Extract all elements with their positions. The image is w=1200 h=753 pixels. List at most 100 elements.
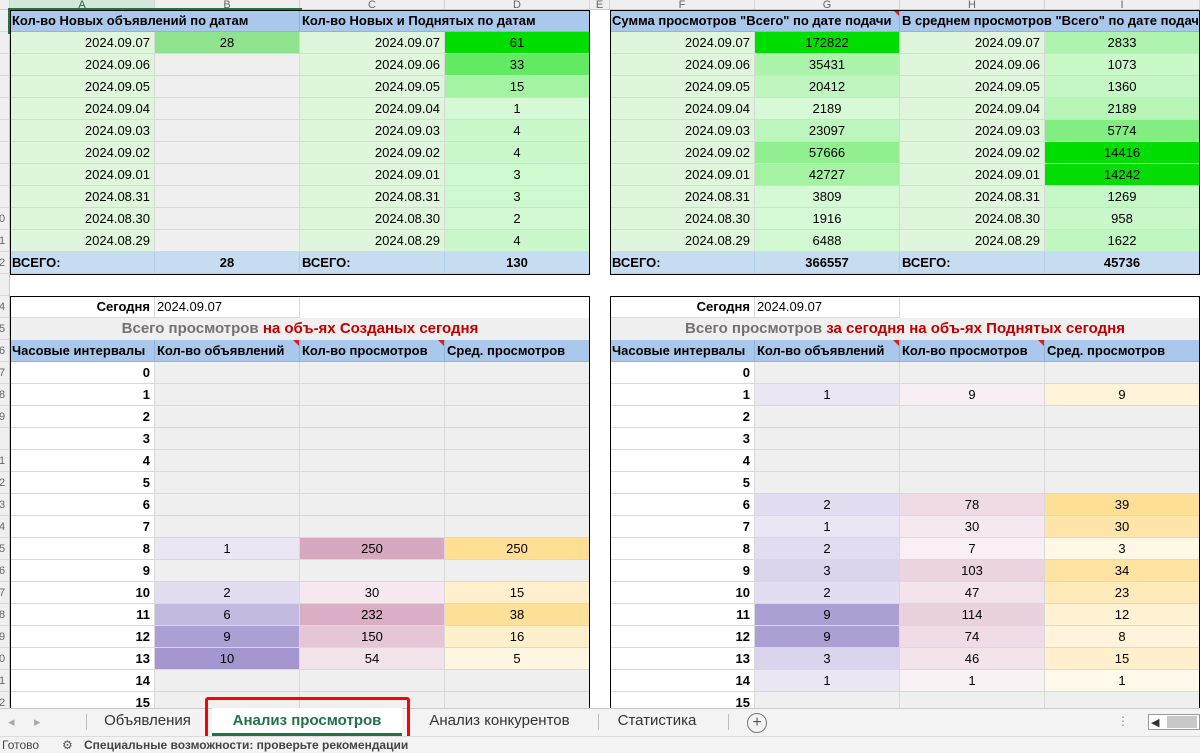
column-header-E[interactable]: E [590, 0, 610, 10]
avg-cell[interactable] [445, 494, 590, 516]
avg-cell[interactable]: 15 [445, 582, 590, 604]
count-cell[interactable] [155, 54, 300, 76]
ads-count-cell[interactable] [155, 450, 300, 472]
views-cell[interactable]: 232 [300, 604, 445, 626]
views-cell[interactable] [900, 362, 1045, 384]
avg-cell[interactable]: 14242 [1045, 164, 1200, 186]
ads-count-cell[interactable] [755, 362, 900, 384]
hour-cell[interactable]: 2 [10, 406, 155, 428]
ads-count-cell[interactable]: 6 [155, 604, 300, 626]
date-cell[interactable]: 2024.09.02 [300, 142, 445, 164]
count-cell[interactable] [155, 208, 300, 230]
date-cell[interactable]: 2024.09.01 [900, 164, 1045, 186]
count-cell[interactable]: 4 [445, 120, 590, 142]
hour-cell[interactable]: 6 [10, 494, 155, 516]
column-title[interactable]: Кол-во просмотров [300, 340, 445, 362]
date-cell[interactable]: 2024.08.30 [900, 208, 1045, 230]
horizontal-scrollbar[interactable]: ◀ [1148, 714, 1200, 730]
today-label[interactable]: Сегодня [10, 296, 155, 318]
count-cell[interactable] [155, 76, 300, 98]
views-cell[interactable] [300, 516, 445, 538]
total-label[interactable]: ВСЕГО: [10, 252, 155, 274]
avg-cell[interactable] [445, 450, 590, 472]
row-header[interactable]: 4 [0, 516, 10, 538]
chevron-right-icon[interactable]: ▸ [34, 714, 41, 729]
row-header[interactable] [0, 54, 10, 76]
date-cell[interactable]: 2024.09.04 [10, 98, 155, 120]
count-cell[interactable] [155, 186, 300, 208]
row-header[interactable] [0, 10, 10, 32]
views-cell[interactable] [300, 406, 445, 428]
date-cell[interactable]: 2024.09.01 [300, 164, 445, 186]
hour-cell[interactable]: 10 [610, 582, 755, 604]
count-cell[interactable] [155, 98, 300, 120]
hour-cell[interactable]: 8 [610, 538, 755, 560]
total-label[interactable]: ВСЕГО: [900, 252, 1045, 274]
ads-count-cell[interactable]: 1 [755, 670, 900, 692]
sum-cell[interactable]: 2189 [755, 98, 900, 120]
avg-cell[interactable] [1045, 406, 1200, 428]
date-cell[interactable]: 2024.09.02 [900, 142, 1045, 164]
hour-cell[interactable]: 13 [10, 648, 155, 670]
avg-cell[interactable]: 1622 [1045, 230, 1200, 252]
hour-cell[interactable]: 10 [10, 582, 155, 604]
row-header[interactable] [0, 164, 10, 186]
avg-cell[interactable]: 8 [1045, 626, 1200, 648]
row-header[interactable]: 5 [0, 318, 10, 340]
column-title[interactable]: Часовые интервалы [610, 340, 755, 362]
hour-cell[interactable]: 11 [10, 604, 155, 626]
views-cell[interactable] [300, 472, 445, 494]
count-cell[interactable]: 2 [445, 208, 590, 230]
avg-cell[interactable]: 2833 [1045, 32, 1200, 54]
ads-count-cell[interactable]: 9 [755, 604, 900, 626]
ads-count-cell[interactable] [755, 450, 900, 472]
count-cell[interactable] [155, 164, 300, 186]
date-cell[interactable]: 2024.08.31 [610, 186, 755, 208]
date-cell[interactable]: 2024.08.29 [610, 230, 755, 252]
row-header[interactable] [0, 32, 10, 54]
avg-cell[interactable]: 958 [1045, 208, 1200, 230]
avg-cell[interactable]: 3 [1045, 538, 1200, 560]
avg-cell[interactable]: 1073 [1045, 54, 1200, 76]
views-cell[interactable] [300, 560, 445, 582]
count-cell[interactable]: 1 [445, 98, 590, 120]
views-cell[interactable] [300, 384, 445, 406]
date-cell[interactable]: 2024.09.05 [610, 76, 755, 98]
ads-count-cell[interactable] [755, 428, 900, 450]
ads-count-cell[interactable]: 9 [155, 626, 300, 648]
ads-count-cell[interactable] [155, 670, 300, 692]
row-header[interactable]: 5 [0, 538, 10, 560]
date-cell[interactable]: 2024.08.31 [10, 186, 155, 208]
column-title[interactable]: Сред. просмотров [445, 340, 590, 362]
ads-count-cell[interactable]: 1 [755, 516, 900, 538]
hour-cell[interactable]: 7 [610, 516, 755, 538]
date-cell[interactable]: 2024.09.07 [300, 32, 445, 54]
ads-count-cell[interactable] [155, 516, 300, 538]
tab-competitors-analysis[interactable]: Анализ конкурентов [429, 712, 570, 729]
ads-count-cell[interactable] [155, 472, 300, 494]
date-cell[interactable]: 2024.09.06 [900, 54, 1045, 76]
hour-cell[interactable]: 14 [10, 670, 155, 692]
count-cell[interactable]: 3 [445, 164, 590, 186]
row-header[interactable]: 4 [0, 296, 10, 318]
tab-ads[interactable]: Объявления [104, 712, 191, 729]
row-header[interactable]: 8 [0, 384, 10, 406]
date-cell[interactable]: 2024.09.05 [900, 76, 1045, 98]
count-cell[interactable] [155, 120, 300, 142]
scrollbar-thumb[interactable] [1167, 716, 1197, 728]
row-header[interactable]: 2 [0, 472, 10, 494]
date-cell[interactable]: 2024.09.03 [610, 120, 755, 142]
avg-cell[interactable]: 39 [1045, 494, 1200, 516]
ads-count-cell[interactable]: 2 [755, 538, 900, 560]
ads-count-cell[interactable] [155, 406, 300, 428]
views-cell[interactable]: 103 [900, 560, 1045, 582]
hour-cell[interactable]: 9 [10, 560, 155, 582]
avg-cell[interactable] [445, 516, 590, 538]
count-cell[interactable] [155, 230, 300, 252]
column-title-new-ads[interactable]: Кол-во Новых объявлений по датам [8, 8, 302, 34]
date-cell[interactable]: 2024.09.03 [900, 120, 1045, 142]
date-cell[interactable]: 2024.09.07 [610, 32, 755, 54]
views-cell[interactable]: 150 [300, 626, 445, 648]
hour-cell[interactable]: 9 [610, 560, 755, 582]
avg-cell[interactable]: 38 [445, 604, 590, 626]
